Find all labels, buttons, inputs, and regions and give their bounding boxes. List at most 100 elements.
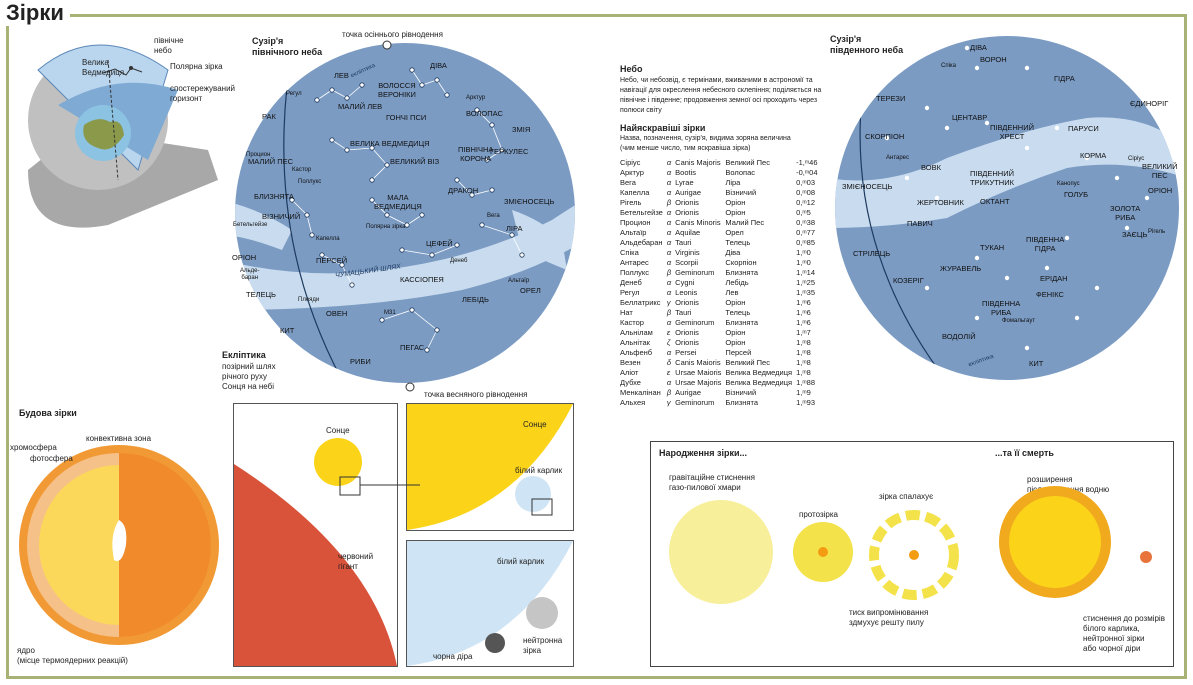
star-row: Денеб α Cygni Лебідь 1,ᵐ25: [620, 278, 821, 288]
star-magnitude: -1,ᵐ46: [796, 158, 818, 167]
star-name: Арктур: [620, 168, 644, 177]
north-constellation-13: БЛИЗНЯТА: [254, 192, 294, 201]
star-row: Рігель β Orionis Оріон 0,ᵐ12: [620, 198, 821, 208]
south-constellation-6: ПІВДЕННИЙ ХРЕСТ: [990, 123, 1035, 141]
north-constellation-9: ВЕЛИКИЙ ВІЗ: [390, 157, 440, 166]
star-designation: Orionis: [675, 208, 699, 217]
south-constellation-21: ПІВДЕННА ГІДРА: [1026, 235, 1065, 253]
south-constellation-24: ЖУРАВЕЛЬ: [940, 264, 982, 273]
star-magnitude: 1,ᵐ8: [796, 368, 811, 377]
star-name: Рігель: [620, 198, 642, 207]
polaris-label: Полярна зірка: [170, 62, 223, 71]
north-constellation-16: ЗМІЄНОСЕЦЬ: [504, 197, 555, 206]
star-letter: α: [666, 278, 672, 287]
star-row: Менкалінан β Aurigae Візничий 1,ᵐ9: [620, 388, 821, 398]
star-row: Регул α Leonis Лев 1,ᵐ35: [620, 288, 821, 298]
south-constellation-10: ПІВДЕННИЙ ТРИКУТНИК: [970, 169, 1015, 187]
north-sky-label: північне небо: [154, 36, 184, 55]
ecliptic-description: позірний шлях річного руху Сонця на небі: [222, 362, 276, 391]
star-constellation: Оріон: [725, 298, 746, 307]
star-constellation: Орел: [725, 228, 744, 237]
star-letter: α: [666, 238, 672, 247]
star-letter: α: [666, 168, 672, 177]
north-constellation-15: ДРАКОН: [448, 186, 479, 195]
star-row: Антарес α Scorpii Скорпіон 1,ᵐ0: [620, 258, 821, 268]
star-structure-diagram: [19, 445, 219, 645]
star-magnitude: 1,ᵐ7: [796, 328, 811, 337]
gravitational-label: гравітаційне стиснення газо-пилової хмар…: [669, 473, 755, 492]
star-row: Поллукс β Geminorum Близнята 1,ᵐ14: [620, 268, 821, 278]
north-star-1: Арктур: [466, 95, 486, 101]
star-name: Альдебаран: [620, 238, 663, 247]
north-constellation-29: РИБИ: [350, 357, 371, 366]
star-magnitude: 1,ᵐ0: [796, 248, 811, 257]
star-constellation: Малий Пес: [725, 218, 765, 227]
star-letter: ε: [666, 368, 671, 377]
north-star-2: Процион: [246, 152, 271, 158]
south-constellation-19: ПАВИЧ: [907, 219, 933, 228]
star-magnitude: 0,ᵐ5: [796, 208, 811, 217]
south-constellation-26: КОЗЕРІГ: [893, 276, 924, 285]
north-star-9: Вега: [487, 213, 500, 219]
photosphere-label: фотосфера: [30, 454, 73, 463]
north-star-3: Кастор: [292, 167, 312, 173]
star-row: Аліот ε Ursae Maioris Велика Ведмедиця 1,ᵐ8: [620, 368, 821, 378]
star-name: Менкалінан: [620, 388, 661, 397]
star-constellation: Скорпіон: [725, 258, 757, 267]
star-name: Поллукс: [620, 268, 650, 277]
star-row: Альнітак ζ Orionis Оріон 1,ᵐ8: [620, 338, 821, 348]
star-designation: Orionis: [675, 328, 699, 337]
star-row: Везен δ Canis Maioris Великий Пес 1,ᵐ8: [620, 358, 821, 368]
south-constellation-4: ЄДИНОРІГ: [1130, 99, 1169, 108]
star-letter: α: [666, 378, 672, 387]
north-star-10: Денеб: [450, 258, 468, 264]
star-name: Кастор: [620, 318, 644, 327]
star-designation: Ursae Maioris: [675, 368, 722, 377]
star-name: Альхея: [620, 398, 646, 407]
ecliptic-title: Екліптика: [222, 350, 266, 360]
star-designation: Orionis: [675, 198, 699, 207]
star-name: Сіріус: [620, 158, 641, 167]
spring-equinox-label: точка весняного рівнодення: [424, 390, 528, 399]
panel-red-giant: Сонце червоний гігант: [233, 403, 398, 667]
ursa-major-label: Велика Ведмедиця: [82, 58, 125, 77]
star-designation: Orionis: [675, 298, 699, 307]
star-magnitude: 0,ᵐ85: [796, 238, 815, 247]
white-dwarf-label: білий карлик: [515, 466, 563, 475]
star-constellation: Лев: [725, 288, 739, 297]
north-sky-title: Сузір'я північного неба: [252, 36, 323, 57]
south-constellation-20: ТУКАН: [980, 243, 1005, 252]
star-magnitude: 1,ᵐ6: [796, 308, 811, 317]
north-star-8: Альде- баран: [240, 268, 260, 281]
star-constellation: Телець: [725, 238, 751, 247]
south-constellation-29: ВОДОЛІЙ: [942, 332, 976, 341]
star-designation: Geminorum: [675, 268, 715, 277]
star-name: Денеб: [620, 278, 642, 287]
south-sky-title: Сузір'я південного неба: [830, 34, 904, 55]
star-name: Альфенб: [620, 348, 653, 357]
star-name: Процион: [620, 218, 651, 227]
star-designation: Tauri: [675, 238, 692, 247]
black-hole-label: чорна діра: [433, 652, 473, 661]
star-row: Нат β Tauri Телець 1,ᵐ6: [620, 308, 821, 318]
star-designation: Bootis: [675, 168, 697, 177]
star-constellation: Оріон: [725, 328, 746, 337]
star-magnitude: 1,ᵐ8: [796, 348, 811, 357]
convective-zone-label: конвективна зона: [86, 434, 152, 443]
star-name: Вега: [620, 178, 636, 187]
star-designation: Tauri: [675, 308, 692, 317]
star-designation: Aurigae: [675, 388, 702, 397]
star-magnitude: 1,ᵐ88: [796, 378, 815, 387]
star-ignites-label: зірка спалахує: [879, 492, 934, 501]
south-constellation-13: ЗМІЄНОСЕЦЬ: [842, 182, 893, 191]
south-constellation-0: ДІВА: [970, 43, 987, 52]
star-constellation: Діва: [725, 248, 741, 257]
south-constellation-15: ОКТАНТ: [980, 197, 1010, 206]
south-star-2: Канопус: [1057, 181, 1080, 187]
star-row: Спіка α Virginis Діва 1,ᵐ0: [620, 248, 821, 258]
south-constellation-11: КОРМА: [1080, 151, 1107, 160]
star-row: Кастор α Geminorum Близнята 1,ᵐ6: [620, 318, 821, 328]
white-dwarf-label-2: білий карлик: [497, 557, 545, 566]
star-row: Альтаїр α Aquilae Орел 0,ᵐ77: [620, 228, 821, 238]
star-constellation: Волопас: [725, 168, 756, 177]
